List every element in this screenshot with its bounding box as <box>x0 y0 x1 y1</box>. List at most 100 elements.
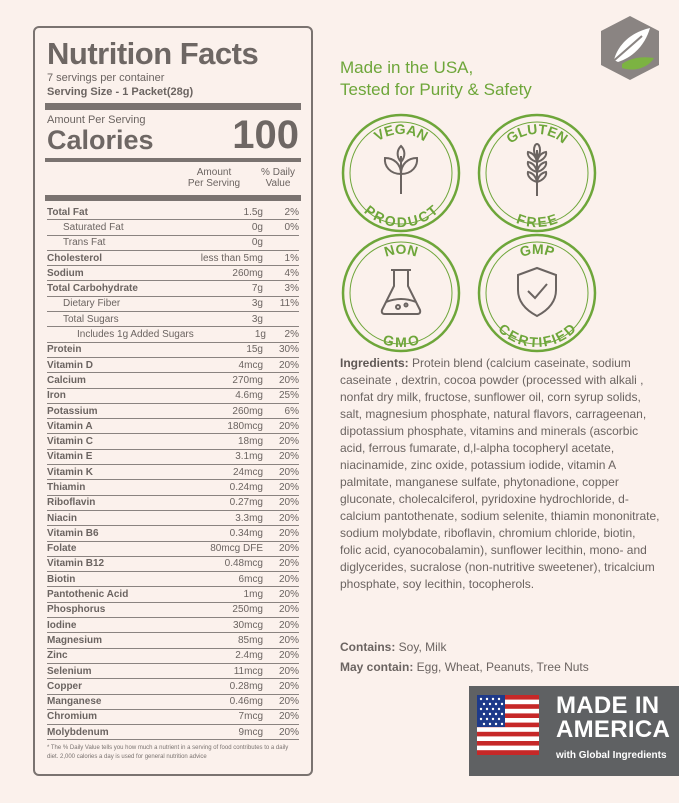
made-in-america-title: MADE IN AMERICA <box>556 694 670 742</box>
badge-top-text: GMP <box>518 241 556 260</box>
nutrient-amount: 0g <box>251 221 263 233</box>
nutrient-daily-value: 20% <box>278 527 299 539</box>
nutrient-daily-value: 20% <box>278 512 299 524</box>
nutrient-name: Thiamin <box>47 481 86 493</box>
badge-top-text: NON <box>382 241 419 260</box>
nutrient-amount: 260mg <box>232 405 263 417</box>
nutrient-row: Saturated Fat 0g 0% <box>47 220 299 236</box>
tagline-line1: Made in the USA, <box>340 58 474 77</box>
brand-logo <box>596 14 664 82</box>
flask-icon <box>380 269 422 315</box>
badge-top-text: VEGAN <box>371 121 431 144</box>
nutrient-daily-value: 20% <box>278 359 299 371</box>
nutrient-row: Vitamin E 3.1mg 20% <box>47 450 299 466</box>
nutrient-amount: 6mcg <box>238 573 263 585</box>
amount-per-serving-label: Amount Per Serving <box>47 114 146 126</box>
nutrient-daily-value: 20% <box>278 573 299 585</box>
ingredients-text: Protein blend (calcium caseinate, sodium… <box>340 356 660 591</box>
contains-line: Contains: Soy, Milk <box>340 640 446 654</box>
shield-check-icon <box>517 266 557 318</box>
nutrient-amount: 2.4mg <box>235 650 263 662</box>
nutrient-daily-value: 20% <box>278 680 299 692</box>
nutrient-daily-value: 20% <box>278 436 299 448</box>
nutrient-amount: 0g <box>251 237 263 249</box>
nutrient-name: Copper <box>47 680 82 692</box>
nutrient-row: Zinc 2.4mg 20% <box>47 649 299 664</box>
nutrient-name: Zinc <box>47 650 68 662</box>
gluten-free-badge: GLUTEN FREE <box>476 112 598 234</box>
nutrient-amount: 270mg <box>232 374 263 386</box>
nutrient-amount: 30mcg <box>232 619 263 631</box>
nutrient-daily-value: 20% <box>278 558 299 570</box>
may-contain-text: Egg, Wheat, Peanuts, Tree Nuts <box>413 660 589 674</box>
nutrient-amount: 0.48mcg <box>224 558 263 570</box>
nutrient-row: Thiamin 0.24mg 20% <box>47 480 299 496</box>
nutrient-daily-value: 20% <box>278 497 299 509</box>
thick-divider <box>45 103 301 110</box>
calories-label: Calories <box>47 125 154 155</box>
nutrient-amount: 260mg <box>232 267 263 279</box>
nutrient-row: Dietary Fiber 3g 11% <box>47 297 299 313</box>
nutrient-daily-value: 20% <box>278 619 299 631</box>
serving-size: Serving Size - 1 Packet(28g) <box>47 86 194 98</box>
nutrient-name: Vitamin E <box>47 451 93 463</box>
nutrient-name: Molybdenum <box>47 726 109 738</box>
nutrient-amount: 0.34mg <box>229 527 263 539</box>
nutrient-amount: less than 5mg <box>200 252 263 264</box>
vegan-product-badge: VEGAN PRODUCT <box>340 112 462 234</box>
nutrient-name: Chromium <box>47 711 97 723</box>
nutrient-name: Vitamin A <box>47 420 93 432</box>
column-headers: Amount Per Serving % Daily Value <box>47 162 299 192</box>
nutrient-amount: 0.24mg <box>229 481 263 493</box>
nutrient-daily-value: 11% <box>279 298 299 310</box>
nutrient-row: Pantothenic Acid 1mg 20% <box>47 587 299 603</box>
nutrient-row: Vitamin C 18mg 20% <box>47 434 299 450</box>
nutrient-row: Folate 80mcg DFE 20% <box>47 542 299 557</box>
nutrient-amount: 7mcg <box>238 711 263 723</box>
nutrient-row: Vitamin K 24mcg 20% <box>47 465 299 481</box>
nutrient-amount: 1.5g <box>243 206 263 218</box>
nutrient-daily-value: 20% <box>278 481 299 493</box>
nutrient-name: Folate <box>47 543 77 555</box>
nutrient-daily-value: 20% <box>278 466 299 478</box>
leaf-logo-icon <box>601 16 659 80</box>
us-flag-icon <box>477 695 539 755</box>
servings-per-container: 7 servings per container <box>47 72 165 84</box>
nutrient-daily-value: 20% <box>278 634 299 646</box>
nutrient-amount: 3g <box>251 313 263 325</box>
nutrient-name: Total Carbohydrate <box>47 283 138 295</box>
nutrient-daily-value: 20% <box>278 589 299 601</box>
nutrient-name: Biotin <box>47 573 76 585</box>
made-in-america-subtitle: with Global Ingredients <box>556 750 667 761</box>
nutrient-row: Total Fat 1.5g 2% <box>47 205 299 221</box>
nutrient-name: Niacin <box>47 512 78 524</box>
nutrient-name: Calcium <box>47 374 86 386</box>
nutrient-row: Vitamin A 180mcg 20% <box>47 419 299 435</box>
nutrient-row: Biotin 6mcg 20% <box>47 572 299 588</box>
nutrient-row: Magnesium 85mg 20% <box>47 633 299 649</box>
nutrient-amount: 11mcg <box>233 665 263 677</box>
medium-divider <box>45 158 301 162</box>
amount-column-header: Amount Per Serving <box>187 167 241 189</box>
nutrient-daily-value: 20% <box>278 665 299 677</box>
non-gmo-badge: NON GMO <box>340 232 462 354</box>
nutrient-name: Riboflavin <box>47 497 96 509</box>
nutrient-daily-value: 1% <box>284 252 299 264</box>
nutrient-name: Pantothenic Acid <box>47 589 129 601</box>
nutrient-daily-value: 20% <box>278 420 299 432</box>
nutrient-amount: 15g <box>246 344 263 356</box>
svg-text:GMP: GMP <box>518 241 556 260</box>
nutrient-daily-value: 25% <box>278 390 299 402</box>
nutrient-name: Dietary Fiber <box>63 298 121 310</box>
nutrient-daily-value: 20% <box>278 696 299 708</box>
nutrient-name: Includes 1g Added Sugars <box>77 329 194 341</box>
nutrient-row: Vitamin B6 0.34mg 20% <box>47 526 299 542</box>
nutrient-row: Vitamin D 4mcg 20% <box>47 358 299 374</box>
nutrient-row: Molybdenum 9mcg 20% <box>47 725 299 741</box>
gmp-certified-badge: GMP CERTIFIED <box>476 232 598 354</box>
nutrient-row: Potassium 260mg 6% <box>47 404 299 420</box>
svg-text:VEGAN: VEGAN <box>371 121 431 144</box>
nutrient-name: Total Fat <box>47 206 88 218</box>
nutrient-row: Trans Fat 0g <box>47 236 299 251</box>
nutrient-name: Selenium <box>47 665 92 677</box>
